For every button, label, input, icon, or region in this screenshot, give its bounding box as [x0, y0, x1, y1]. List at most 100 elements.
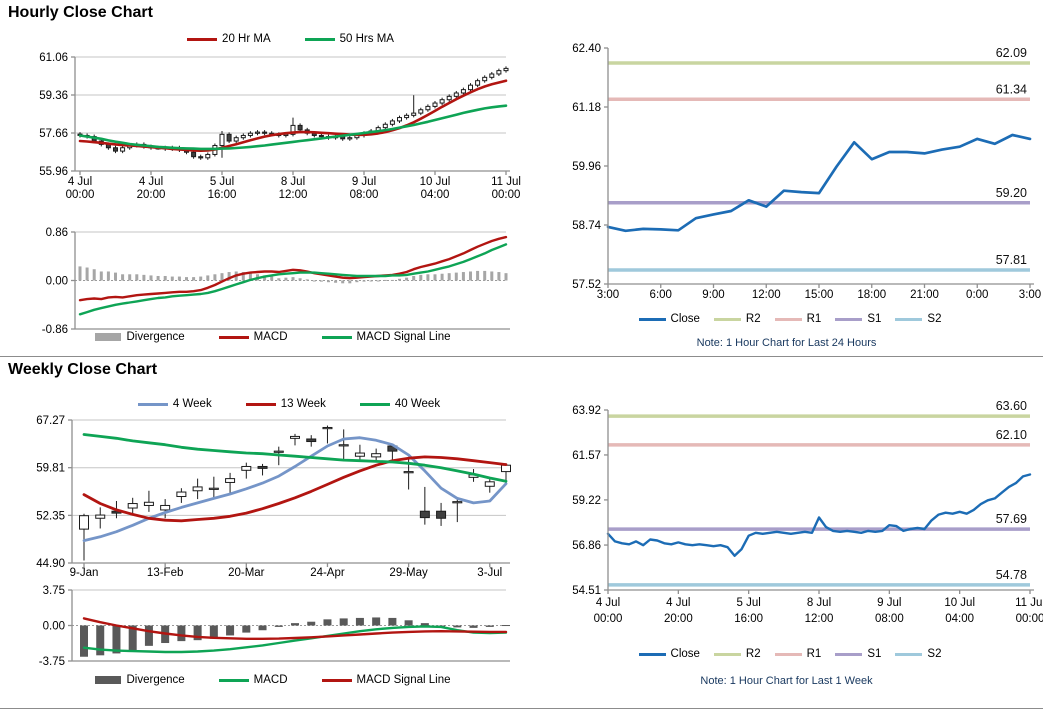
legend-label: 4 Week — [172, 398, 212, 410]
y-tick-label: 63.92 — [572, 405, 601, 417]
legend-label: 20 Hr MA — [222, 33, 271, 45]
candle-body — [198, 156, 204, 159]
divergence-bar — [213, 274, 217, 281]
divergence-bar — [502, 625, 510, 627]
legend-swatch — [95, 333, 122, 341]
level-label-s2: 54.78 — [996, 568, 1027, 582]
legend-item-13-week: 13 Week — [245, 398, 326, 410]
y-tick-label: 61.06 — [39, 52, 68, 64]
x-tick-label: 00:00 — [1016, 613, 1043, 625]
legend-item-r2: R2 — [713, 313, 761, 325]
divergence-bar — [420, 623, 429, 626]
y-tick-label: 57.52 — [572, 279, 601, 291]
candle-body — [290, 124, 296, 135]
candle-body — [192, 486, 203, 492]
divergence-bar — [274, 625, 283, 627]
hourly-pivot-legend: Close R2 R1 S1 S2 — [545, 313, 1035, 325]
legend-swatch — [304, 37, 335, 41]
divergence-bar — [390, 279, 394, 281]
candle-body — [95, 514, 106, 519]
y-tick-label: 59.22 — [572, 495, 601, 507]
weekly-macd-chart: -3.75 0.00 3.75 — [39, 585, 510, 668]
divergence-bar — [128, 625, 137, 653]
x-tick-label: 04:00 — [421, 189, 450, 201]
legend-swatch — [638, 317, 666, 321]
x-tick-label: 4 Jul — [596, 597, 620, 609]
y-tick-label: 58.74 — [572, 220, 601, 232]
x-tick-label: 20:00 — [664, 613, 693, 625]
legend-item-close: Close — [638, 313, 700, 325]
weekly-close-legend: 4 Week 13 Week 40 Week — [72, 398, 506, 410]
divergence-bar — [291, 623, 299, 626]
divergence-bar — [497, 272, 501, 281]
divergence-bar — [469, 271, 472, 281]
divergence-bar — [376, 280, 380, 282]
x-tick-label: 21:00 — [910, 289, 939, 301]
candle-body — [143, 501, 154, 506]
divergence-bar — [284, 277, 288, 281]
divergence-bar — [355, 280, 359, 283]
divergence-bar — [258, 625, 267, 631]
candle-body — [338, 444, 349, 447]
legend-label: Close — [670, 313, 700, 325]
level-label-r1: 61.34 — [996, 82, 1027, 96]
legend-item-divergence: Divergence — [95, 674, 185, 686]
legend-swatch — [218, 678, 249, 682]
legend-item-40-week: 40 Week — [359, 398, 440, 410]
divergence-bar — [135, 274, 139, 281]
divergence-bar — [270, 276, 274, 281]
hourly-section-title: Hourly Close Chart — [8, 4, 153, 21]
y-tick-label: 59.96 — [572, 161, 601, 173]
candle-body — [484, 481, 495, 487]
candle-body — [290, 435, 300, 439]
divergence-bar — [469, 625, 478, 628]
legend-swatch — [95, 676, 122, 684]
divergence-bar — [440, 273, 444, 281]
x-tick-label: 11 Jul — [1015, 597, 1043, 609]
hourly-close-legend: 20 Hr MA 50 Hrs MA — [75, 33, 506, 45]
divergence-bar — [227, 272, 231, 281]
legend-item-r2: R2 — [713, 648, 761, 660]
legend-item-50-hrs-ma: 50 Hrs MA — [304, 33, 394, 45]
divergence-bar — [490, 271, 494, 281]
x-tick-label: 6:00 — [650, 289, 672, 301]
divergence-bar — [185, 277, 188, 281]
divergence-bar — [92, 269, 96, 281]
divergence-bar — [398, 278, 401, 281]
divergence-bar — [209, 625, 218, 639]
y-tick-label: 56.86 — [572, 540, 601, 552]
series-4-week — [82, 436, 508, 543]
x-tick-label: 00:00 — [594, 613, 623, 625]
legend-swatch — [218, 335, 249, 339]
legend-label: MACD Signal Line — [356, 674, 451, 686]
legend-swatch — [774, 317, 802, 321]
divergence-bar — [114, 272, 117, 281]
series-macd-signal-line — [78, 243, 508, 316]
legend-item-macd-signal-line: MACD Signal Line — [321, 674, 451, 686]
candle-body — [389, 120, 395, 125]
divergence-bar — [85, 267, 89, 281]
candle-body — [176, 491, 187, 498]
divergence-bar — [383, 279, 387, 281]
legend-label: Divergence — [126, 674, 185, 686]
weekly-close-chart: 44.90 52.35 59.81 67.27 9-Jan 13-Feb 20-Mar 24-… — [36, 415, 511, 579]
x-tick-label: 16:00 — [208, 189, 237, 201]
x-tick-label: 20-Mar — [228, 567, 265, 579]
candle-body — [489, 73, 495, 78]
hourly-macd-chart: -0.86 0.00 0.86 — [42, 227, 510, 336]
candle-body — [425, 105, 431, 111]
divergence-bar — [339, 618, 348, 626]
legend-item-macd: MACD — [218, 331, 288, 343]
legend-swatch — [774, 652, 802, 656]
legend-swatch — [638, 652, 666, 656]
divergence-bar — [404, 620, 413, 626]
legend-label: S1 — [867, 648, 882, 660]
weekly-section-title: Weekly Close Chart — [8, 361, 158, 378]
divergence-bar — [177, 625, 186, 642]
candle-body — [127, 503, 138, 509]
divergence-bar — [149, 275, 153, 281]
x-tick-label: 08:00 — [875, 613, 904, 625]
x-tick-label: 10 Jul — [420, 176, 451, 188]
divergence-bar — [78, 266, 82, 281]
